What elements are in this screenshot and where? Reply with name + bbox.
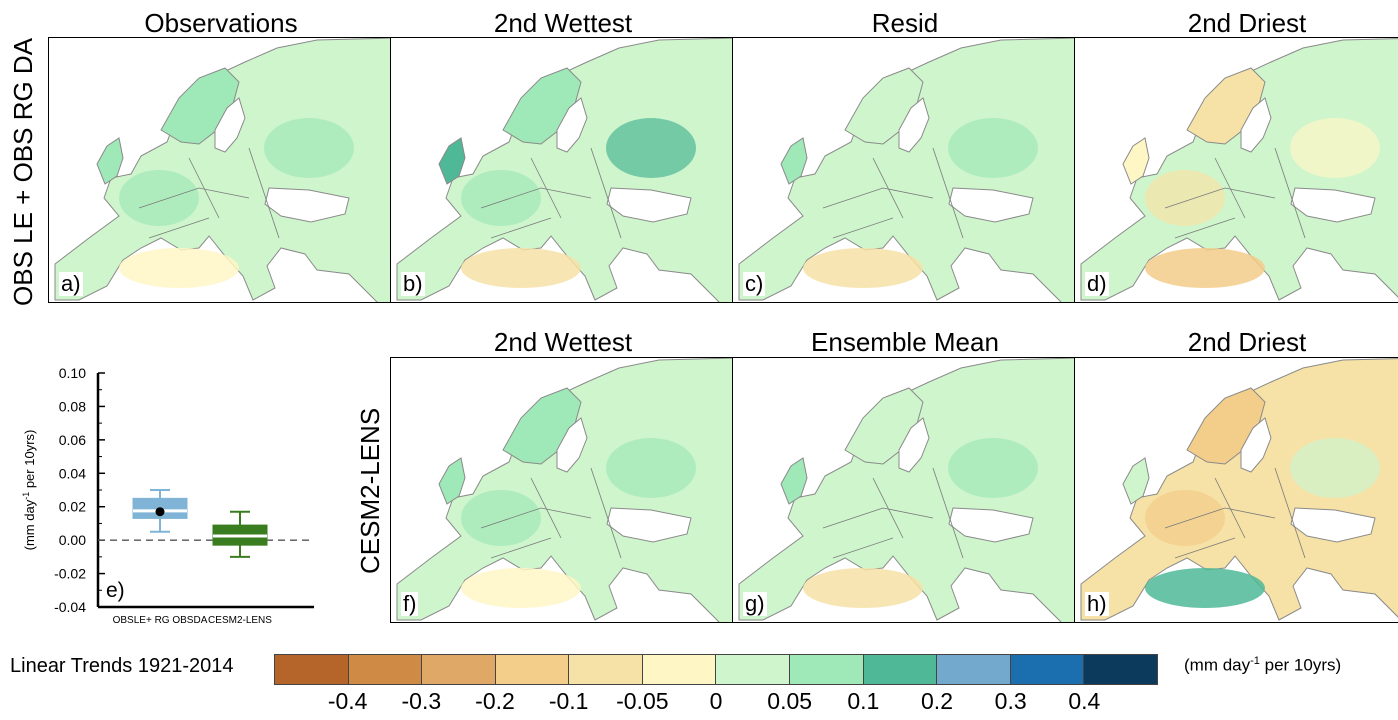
colorbar-swatch [642,655,717,684]
colorbar-tick-label: -0.1 [548,688,589,714]
colorbar-swatch [569,655,643,684]
colorbar-swatch [348,655,423,684]
colorbar-tick-label: 0.4 [1068,688,1101,714]
y-tick-label: 0.08 [59,398,86,414]
colorbar-tick-label: 0.3 [994,688,1027,714]
map-panel-a: a) [48,37,394,303]
colorbar-tick-label: 0 [709,688,723,714]
colorbar-tick-label: 0.2 [921,688,953,714]
panel-label-g: g) [743,591,767,616]
row-label-bottom: CESM2-LENS [355,407,385,574]
colorbar-tick-label: -0.3 [401,688,442,714]
y-tick-label: 0.02 [59,499,86,515]
colorbar-swatch [716,655,791,684]
y-tick-label: -0.02 [54,566,86,582]
colorbar-tick-label: 0.1 [847,688,880,714]
y-tick-label: 0.04 [59,465,86,481]
map-f [391,358,735,622]
colorbar-unit: (mm day-1 per 10yrs) [1184,655,1342,675]
panel-label-a: a) [59,271,83,296]
colorbar-swatch [1010,655,1085,684]
panel-title-c: Resid [871,8,939,38]
colorbar-tick-label: -0.05 [616,688,669,714]
panel-title-f: 2nd Wettest [493,327,633,357]
map-panel-c: c) [732,37,1078,303]
x-category-label: CESM2-LENS [208,615,272,626]
map-a [49,38,393,302]
colorbar-swatch [422,655,496,684]
panel-title-a: Observations [144,8,298,38]
y-tick-label: -0.04 [54,599,86,615]
map-panel-b: b) [390,37,736,303]
map-h [1075,358,1398,622]
colorbar-swatch [790,655,864,684]
boxplot-chart: -0.04 -0.02 0.00 0.02 0.04 0.06 0.08 0.10 (mm da… [21,365,314,626]
panel-title-d: 2nd Driest [1187,8,1307,38]
panel-title-b: 2nd Wettest [493,8,633,38]
y-tick-label: 0.06 [59,432,86,448]
colorbar-title: Linear Trends 1921-2014 [10,655,234,677]
map-b [391,38,735,302]
observed-point [155,507,165,517]
colorbar-tick-label: -0.4 [327,688,368,714]
map-d [1075,38,1398,302]
colorbar-swatch [275,655,349,684]
box-1 [132,489,188,533]
panel-label-d: d) [1085,271,1109,296]
colorbar-swatch [1084,655,1157,684]
panel-label-c: c) [743,271,766,296]
map-panel-f: f) [390,357,736,623]
colorbar-tick-label: 0.05 [767,688,813,714]
map-panel-h: h) [1074,357,1398,623]
panel-label-b: b) [401,271,425,296]
colorbar-tick-label: -0.2 [475,688,515,714]
panel-label-f: f) [401,591,419,616]
map-panel-d: d) [1074,37,1398,303]
box-2 [212,510,268,558]
colorbar-swatch [937,655,1011,684]
x-category-label: OBSLE+ RG OBSDA [113,615,208,626]
map-g [733,358,1077,622]
row-label-top: OBS LE + OBS RG DA [8,37,38,306]
panel-title-h: 2nd Driest [1187,327,1307,357]
y-tick-label: 0.00 [59,532,86,548]
colorbar-swatch [495,655,570,684]
y-axis-label: (mm day-1 per 10yrs) [21,430,37,551]
map-panel-g: g) [732,357,1078,623]
panel-label-e: e) [106,579,125,602]
y-tick-label: 0.10 [59,365,86,381]
panel-label-h: h) [1085,591,1109,616]
colorbar [274,654,1158,685]
panel-title-g: Ensemble Mean [811,327,999,357]
colorbar-swatch [863,655,938,684]
map-c [733,38,1077,302]
